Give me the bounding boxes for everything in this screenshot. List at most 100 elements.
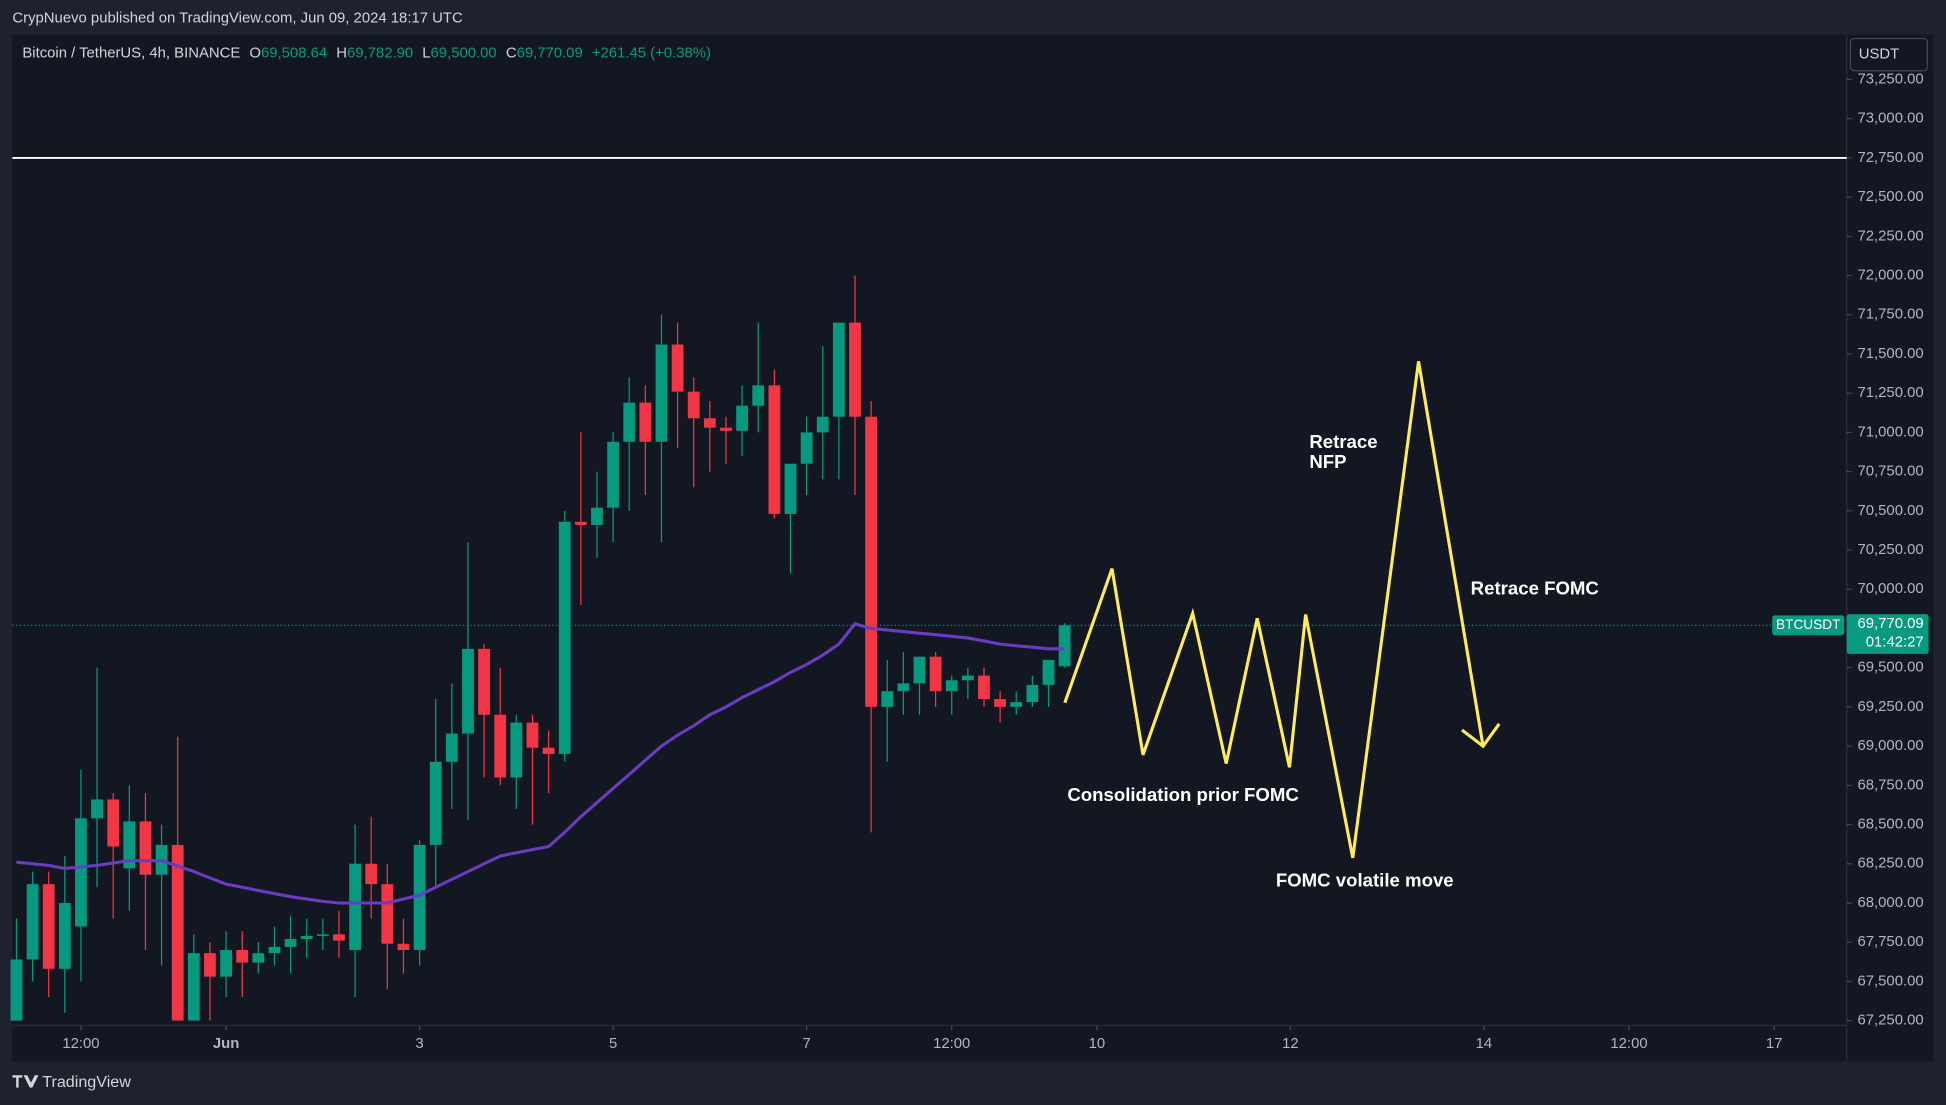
candle-body — [75, 818, 87, 927]
projection-arrowhead — [1461, 722, 1501, 749]
candle-body — [381, 884, 394, 944]
y-tick-label: 71,500.00 — [1857, 346, 1923, 362]
candle-body — [607, 441, 619, 508]
x-tick-label: 10 — [1089, 1036, 1106, 1052]
symbol-tag-label: BTCUSDT — [1776, 617, 1841, 632]
x-tick-label: 17 — [1766, 1036, 1783, 1052]
candle-body — [720, 427, 732, 431]
candle-body — [591, 507, 603, 525]
legend-value: 69,508.64 — [261, 45, 327, 61]
candle-body — [365, 863, 378, 885]
candle-body — [849, 322, 861, 417]
candle-body — [978, 675, 990, 700]
candle-body — [768, 385, 781, 514]
ohlc-legend: Bitcoin / TetherUS, 4h, BINANCE O69,508.… — [22, 45, 711, 61]
legend-change: +261.45 (+0.38%) — [592, 45, 711, 61]
candle-body — [204, 953, 216, 977]
candle-body — [510, 722, 523, 778]
x-tick-label: 12 — [1282, 1036, 1299, 1052]
candle-body — [429, 761, 442, 845]
y-tick-label: 68,250.00 — [1857, 856, 1923, 872]
y-tick-label: 70,000.00 — [1857, 581, 1923, 597]
candle-body — [445, 733, 458, 762]
currency-label[interactable]: USDT — [1859, 47, 1899, 63]
candle-body — [333, 934, 345, 941]
candle-body — [107, 799, 120, 847]
candle-body — [91, 799, 103, 819]
published-note: CrypNuevo published on TradingView.com, … — [12, 11, 463, 27]
y-tick-label: 71,250.00 — [1857, 385, 1923, 401]
y-tick-label: 72,500.00 — [1857, 189, 1923, 205]
candle-body — [1026, 684, 1039, 703]
candle-body — [526, 722, 539, 748]
candle-body — [10, 959, 23, 1021]
candle-body — [929, 656, 942, 692]
x-tick-label: 12:00 — [933, 1036, 970, 1052]
candle-body — [268, 946, 281, 954]
y-tick-label: 71,000.00 — [1857, 424, 1923, 440]
candle-body — [284, 939, 297, 947]
projection-path — [1063, 361, 1485, 859]
candle-body — [316, 934, 329, 936]
legend-value: 69,770.09 — [517, 45, 583, 61]
candle-body — [784, 463, 797, 514]
annotation: Retrace — [1309, 431, 1377, 452]
price-tag-label: 69,770.09 — [1857, 616, 1923, 632]
y-tick-label: 71,750.00 — [1857, 307, 1923, 323]
moving-average — [16, 621, 1065, 905]
candle-body — [139, 821, 152, 875]
candle-body — [703, 418, 716, 428]
legend-value: 69,782.90 — [347, 45, 413, 61]
candle-body — [800, 432, 813, 464]
candle-body — [42, 884, 55, 969]
candle-body — [397, 943, 410, 951]
y-tick-label: 72,000.00 — [1857, 267, 1923, 283]
annotation: NFP — [1309, 451, 1346, 472]
x-tick-label: 5 — [609, 1036, 617, 1052]
y-tick-label: 70,500.00 — [1857, 503, 1923, 519]
candle-body — [413, 844, 426, 951]
y-tick-label: 69,000.00 — [1857, 738, 1923, 754]
x-tick-label: Jun — [213, 1036, 239, 1052]
legend-key: L — [422, 45, 430, 61]
candle-body — [558, 521, 571, 754]
countdown-label: 01:42:27 — [1866, 635, 1924, 651]
y-tick-label: 68,750.00 — [1857, 777, 1923, 793]
y-tick-label: 73,000.00 — [1857, 111, 1923, 127]
y-tick-label: 67,500.00 — [1857, 973, 1923, 989]
y-tick-label: 69,500.00 — [1857, 660, 1923, 676]
price-tag — [1846, 614, 1929, 654]
candle-body — [462, 648, 474, 734]
currency-button[interactable] — [1849, 37, 1929, 72]
y-tick-label: 72,250.00 — [1857, 228, 1923, 244]
y-tick-label: 73,250.00 — [1857, 71, 1923, 87]
candle-body — [494, 714, 507, 778]
x-tick-label: 3 — [415, 1036, 423, 1052]
x-tick-label: 14 — [1476, 1036, 1493, 1052]
candle-body — [26, 884, 39, 960]
y-tick-label: 70,250.00 — [1857, 542, 1923, 558]
candle-body — [300, 935, 313, 940]
legend-key: C — [506, 45, 517, 61]
candle-body — [816, 416, 829, 433]
candle-body — [1058, 625, 1071, 667]
candle-body — [623, 402, 636, 442]
candle-body — [961, 675, 974, 681]
candle-body — [881, 691, 894, 707]
candle-body — [220, 950, 232, 977]
brand-logo — [12, 1075, 39, 1088]
candle-body — [897, 683, 910, 692]
candle-body — [542, 747, 555, 754]
annotation: FOMC volatile move — [1276, 869, 1454, 890]
legend-key: O — [249, 45, 261, 61]
annotation: Retrace FOMC — [1471, 578, 1599, 599]
y-tick-label: 70,750.00 — [1857, 464, 1923, 480]
candle-body — [671, 344, 684, 392]
candle-body — [252, 953, 265, 963]
y-tick-label: 68,500.00 — [1857, 816, 1923, 832]
y-tick-label: 67,250.00 — [1857, 1013, 1923, 1029]
y-tick-label: 68,000.00 — [1857, 895, 1923, 911]
candle-body — [913, 656, 926, 684]
